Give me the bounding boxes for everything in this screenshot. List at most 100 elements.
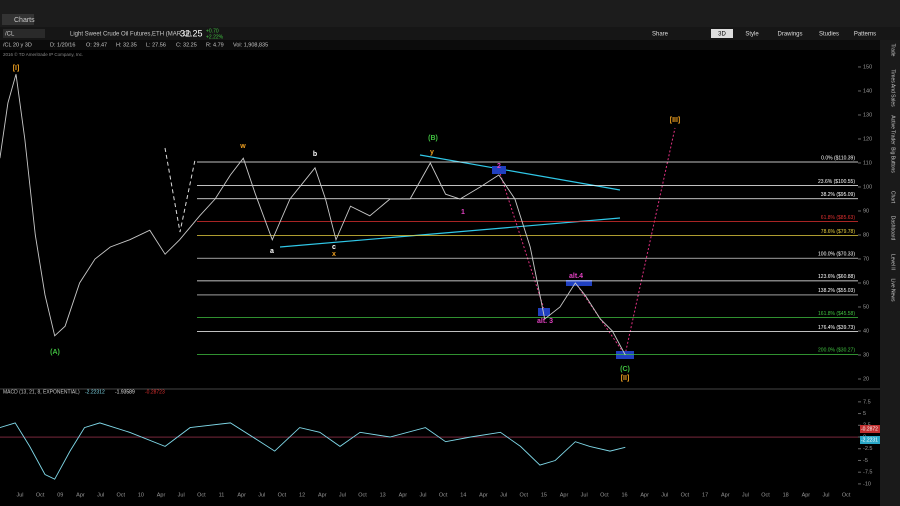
- wave-label: alt. 3: [537, 318, 553, 325]
- x-tick-label: Jul: [581, 492, 588, 498]
- y-tick-label: 150: [863, 64, 872, 70]
- y-tick-label: 20: [863, 376, 869, 382]
- fib-label: 100.0% ($70.33): [818, 252, 855, 258]
- fib-label: 61.8% ($85.63): [821, 215, 856, 221]
- x-tick-label: 13: [380, 492, 386, 498]
- wave-label: b: [313, 151, 317, 158]
- side-tab[interactable]: Chart: [890, 191, 896, 204]
- y-tick-label: 70: [863, 256, 869, 262]
- info-field: L: 27.56: [146, 42, 166, 48]
- macd-title: MACD (13, 21, 8, EXPONENTIAL): [3, 389, 80, 395]
- x-tick-label: 11: [219, 492, 225, 498]
- info-field: H: 32.35: [116, 42, 137, 48]
- projection: [498, 169, 546, 313]
- side-tab[interactable]: Times And Sales: [890, 69, 896, 107]
- y-tick-label: -5: [863, 458, 868, 464]
- x-tick-label: Oct: [439, 492, 448, 498]
- trendline: [279, 217, 621, 248]
- x-tick-label: Apr: [318, 492, 327, 498]
- x-tick-label: Apr: [802, 492, 811, 498]
- macd-readout: -0.28723: [145, 389, 165, 395]
- toolbar-button[interactable]: Drawings: [777, 32, 802, 38]
- wave-label: (B): [428, 135, 438, 142]
- x-tick-label: Oct: [116, 492, 125, 498]
- side-tab[interactable]: Dashboard: [890, 216, 896, 241]
- side-tab[interactable]: Live News: [890, 278, 896, 302]
- value-tag: [860, 425, 880, 433]
- info-field: R: 4.79: [206, 42, 224, 48]
- fib-label: 200.0% ($30.27): [818, 348, 855, 354]
- wave-label: [I]: [13, 65, 20, 72]
- zone-box: [538, 308, 550, 316]
- x-tick-label: Jul: [258, 492, 265, 498]
- toolbar-button[interactable]: Style: [745, 32, 759, 38]
- x-tick-label: Jul: [97, 492, 104, 498]
- y-tick-label: 30: [863, 352, 869, 358]
- copyright: 2016 © TD Ameritrade IP Company, Inc.: [3, 51, 83, 57]
- toolbar-button[interactable]: Patterns: [854, 32, 876, 38]
- x-tick-label: Apr: [76, 492, 85, 498]
- value-tag-label: -0.2872: [861, 426, 878, 432]
- side-panel: [880, 40, 900, 506]
- wave-label: c: [332, 244, 336, 251]
- x-tick-label: Oct: [36, 492, 45, 498]
- wave-label: (C): [620, 366, 630, 373]
- toolbar: [0, 27, 900, 40]
- y-tick-label: 130: [863, 112, 872, 118]
- x-tick-label: Apr: [560, 492, 569, 498]
- x-tick-label: Apr: [237, 492, 246, 498]
- macd-readout: -2.22312: [85, 389, 105, 395]
- zone-box: [566, 280, 592, 286]
- wave-label: [II]: [621, 375, 630, 382]
- side-tab[interactable]: Trade: [890, 44, 896, 57]
- symbol-input[interactable]: [3, 29, 45, 38]
- wave-label: alt.4: [569, 273, 583, 280]
- x-tick-label: Apr: [640, 492, 649, 498]
- side-tab[interactable]: Active Trader: [890, 115, 896, 145]
- info-bar: [0, 40, 880, 50]
- side-tab[interactable]: Level II: [890, 254, 896, 270]
- x-tick-label: Jul: [500, 492, 507, 498]
- toolbar-button[interactable]: Share: [652, 32, 669, 38]
- x-tick-label: Oct: [600, 492, 609, 498]
- y-tick-label: -7.5: [863, 470, 872, 476]
- x-tick-label: Oct: [278, 492, 287, 498]
- x-tick-label: Oct: [197, 492, 206, 498]
- value-tag-label: -2.2231: [861, 437, 878, 443]
- x-tick-label: Jul: [742, 492, 749, 498]
- info-symbol: /CL 20 y 3D: [3, 42, 32, 48]
- side-tab[interactable]: Big Buttons: [890, 147, 896, 173]
- wave-label: w: [239, 143, 246, 150]
- fib-label: 0.0% ($110.39): [821, 155, 855, 161]
- y-tick-label: 90: [863, 208, 869, 214]
- x-tick-label: Jul: [419, 492, 426, 498]
- x-tick-label: Apr: [721, 492, 730, 498]
- x-tick-label: Jul: [16, 492, 23, 498]
- y-tick-label: 50: [863, 304, 869, 310]
- fib-label: 123.6% ($60.88): [818, 274, 855, 280]
- description: Light Sweet Crude Oil Futures,ETH (MAR 1…: [70, 32, 191, 38]
- x-tick-label: 09: [57, 492, 63, 498]
- y-tick-label: 100: [863, 184, 872, 190]
- y-tick-label: 140: [863, 88, 872, 94]
- y-tick-label: 7.5: [863, 399, 871, 405]
- x-tick-label: Oct: [358, 492, 367, 498]
- y-tick-label: 60: [863, 280, 869, 286]
- wave-label: y: [430, 149, 434, 156]
- fib-label: 38.2% ($95.09): [821, 192, 856, 198]
- tab[interactable]: [2, 14, 34, 25]
- toolbar-button[interactable]: Studies: [819, 32, 839, 38]
- x-tick-label: Jul: [339, 492, 346, 498]
- macd-readout: -1.93589: [115, 389, 135, 395]
- aggregation-box[interactable]: [711, 29, 733, 38]
- fib-label: 176.4% ($39.73): [818, 325, 855, 331]
- y-tick-label: -2.5: [863, 446, 872, 452]
- tab-label: Charts: [14, 17, 35, 24]
- wave-label: x: [332, 251, 336, 258]
- y-tick-label: -10: [863, 481, 871, 487]
- y-tick-label: 110: [863, 160, 872, 166]
- x-tick-label: 18: [783, 492, 789, 498]
- x-tick-label: Apr: [157, 492, 166, 498]
- wave-label: 2: [497, 163, 501, 170]
